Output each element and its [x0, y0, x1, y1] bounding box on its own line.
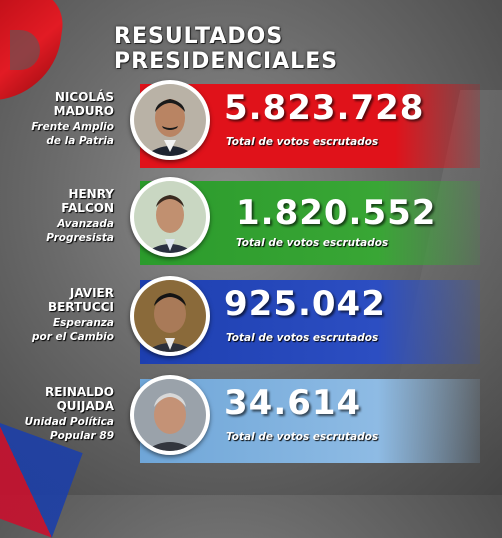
- party-line-1: Frente Amplio: [31, 121, 114, 133]
- vote-count: 1.820.552: [236, 193, 437, 233]
- candidate-last-name: QUIJADA: [56, 399, 114, 413]
- candidate-name: JAVIER BERTUCCI: [4, 286, 114, 314]
- candidate-last-name: BERTUCCI: [47, 300, 114, 314]
- party-line-2: Popular 89: [49, 430, 114, 442]
- candidate-last-name: MADURO: [53, 104, 114, 118]
- candidate-first-name: HENRY: [68, 187, 114, 201]
- party-line-2: por el Cambio: [31, 331, 114, 343]
- candidate-photo: [130, 375, 210, 455]
- party-line-1: Unidad Política: [24, 416, 114, 428]
- candidate-name: REINALDO QUIJADA: [4, 385, 114, 413]
- candidate-last-name: FALCON: [61, 201, 114, 215]
- candidate-name: HENRY FALCON: [4, 187, 114, 215]
- party-line-1: Avanzada: [57, 218, 114, 230]
- vote-count: 925.042: [224, 284, 386, 324]
- party-line-2: Progresista: [46, 232, 114, 244]
- vote-count-label: Total de votos escrutados: [226, 136, 379, 148]
- vote-count: 5.823.728: [224, 88, 425, 128]
- candidate-photo: [130, 80, 210, 160]
- candidate-first-name: REINALDO: [44, 385, 114, 399]
- vote-count-label: Total de votos escrutados: [236, 237, 389, 249]
- candidate-row: HENRY FALCON Avanzada Progresista 1.820.…: [0, 177, 502, 267]
- vote-count-label: Total de votos escrutados: [226, 332, 379, 344]
- party-line-1: Esperanza: [53, 317, 114, 329]
- vote-count-label: Total de votos escrutados: [226, 431, 379, 443]
- candidate-first-name: JAVIER: [69, 286, 114, 300]
- candidate-party: Frente Amplio de la Patria: [0, 120, 114, 148]
- candidate-name: NICOLÁS MADURO: [4, 90, 114, 118]
- candidate-party: Avanzada Progresista: [0, 217, 114, 245]
- candidate-photo: [130, 177, 210, 257]
- page-title: RESULTADOS PRESIDENCIALES: [114, 24, 339, 74]
- vote-count: 34.614: [224, 383, 362, 423]
- candidate-photo: [130, 276, 210, 356]
- party-line-2: de la Patria: [46, 135, 114, 147]
- candidate-row: REINALDO QUIJADA Unidad Política Popular…: [0, 375, 502, 465]
- candidate-row: JAVIER BERTUCCI Esperanza por el Cambio …: [0, 276, 502, 366]
- candidate-first-name: NICOLÁS: [54, 90, 114, 104]
- candidate-row: NICOLÁS MADURO Frente Amplio de la Patri…: [0, 80, 502, 170]
- candidate-party: Esperanza por el Cambio: [0, 316, 114, 344]
- candidate-party: Unidad Política Popular 89: [0, 415, 114, 443]
